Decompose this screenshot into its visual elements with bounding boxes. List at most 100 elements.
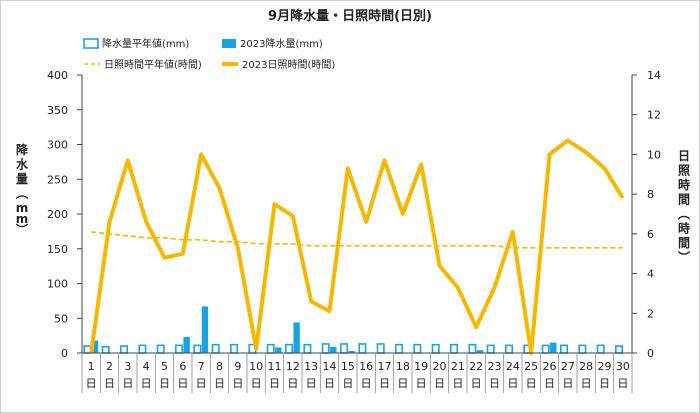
x-tick-label: 23 bbox=[488, 360, 502, 373]
x-tick-suffix: 日 bbox=[434, 377, 445, 390]
bar-normal-precip bbox=[211, 343, 220, 354]
bar-2023-precip bbox=[550, 342, 557, 353]
x-tick-suffix: 日 bbox=[581, 377, 592, 390]
lines bbox=[89, 138, 625, 355]
bar-normal-precip bbox=[340, 343, 349, 354]
y-right-label-char: 照 bbox=[678, 163, 690, 178]
y-left-tick-label: 100 bbox=[47, 278, 68, 291]
bar-normal-precip bbox=[431, 343, 440, 354]
y-right-tick-label: 6 bbox=[647, 228, 654, 241]
x-tick-suffix: 日 bbox=[507, 377, 518, 390]
bar-normal-precip bbox=[138, 344, 147, 354]
y-right-label-char: 日 bbox=[678, 149, 690, 163]
bar-2023-precip bbox=[348, 350, 355, 353]
bar-normal-precip bbox=[468, 343, 477, 354]
x-tick-label: 7 bbox=[198, 360, 205, 373]
legend-label-2023-precip: 2023降水量(mm) bbox=[240, 37, 323, 50]
y-right-label: 日照時間︵時間︶ bbox=[677, 149, 691, 265]
y-left-label-char: m bbox=[16, 212, 29, 226]
y-left-tick-label: 300 bbox=[47, 139, 68, 152]
y-left-label: 降水量︵mm︶ bbox=[15, 142, 29, 237]
bar-normal-precip bbox=[578, 344, 587, 354]
bar-normal-precip bbox=[486, 344, 495, 354]
x-tick-suffix: 日 bbox=[251, 377, 262, 390]
bar-normal-precip bbox=[596, 344, 605, 354]
legend-swatch-2023-precip bbox=[222, 39, 236, 48]
x-tick-label: 22 bbox=[469, 360, 483, 373]
bar-normal-precip bbox=[450, 343, 459, 354]
y-right-label-char: 間 bbox=[678, 236, 690, 250]
x-tick-label: 1 bbox=[88, 360, 95, 373]
x-tick-suffix: 日 bbox=[159, 377, 170, 390]
y-right-tick-label: 8 bbox=[647, 188, 654, 201]
x-tick-suffix: 日 bbox=[361, 377, 372, 390]
x-tick-label: 27 bbox=[561, 360, 575, 373]
bar-2023-precip bbox=[91, 340, 99, 353]
x-tick-suffix: 日 bbox=[196, 377, 207, 390]
x-tick-suffix: 日 bbox=[104, 377, 115, 390]
x-tick-suffix: 日 bbox=[342, 377, 353, 390]
bar-normal-precip bbox=[395, 343, 404, 354]
x-tick-suffix: 日 bbox=[452, 377, 463, 390]
bar-normal-precip bbox=[193, 344, 202, 354]
bar-2023-precip bbox=[476, 350, 484, 353]
bar-normal-precip bbox=[230, 343, 239, 354]
bar-normal-precip bbox=[303, 343, 312, 354]
x-tick-suffix: 日 bbox=[471, 377, 482, 390]
bars bbox=[83, 306, 624, 354]
legend-label-normal-precip: 降水量平年値(mm) bbox=[102, 37, 189, 50]
bar-normal-precip bbox=[156, 344, 165, 354]
bar-normal-precip bbox=[376, 343, 385, 354]
x-tick-label: 15 bbox=[341, 360, 355, 373]
y-left-tick-label: 250 bbox=[47, 173, 68, 186]
y-left-tick-label: 0 bbox=[61, 347, 68, 360]
bar-2023-precip bbox=[201, 306, 209, 353]
bar-normal-precip bbox=[175, 344, 184, 354]
y-right-tick-label: 14 bbox=[647, 69, 661, 82]
axes: 050100150200250300350400024681012141日2日3… bbox=[47, 69, 661, 393]
x-tick-label: 6 bbox=[179, 360, 186, 373]
x-tick-label: 20 bbox=[433, 360, 447, 373]
y-left-label-char: ︵ bbox=[15, 187, 29, 201]
y-left-tick-label: 350 bbox=[47, 104, 68, 117]
x-tick-label: 5 bbox=[161, 360, 168, 373]
x-tick-label: 29 bbox=[598, 360, 612, 373]
x-tick-suffix: 日 bbox=[617, 377, 628, 390]
bar-2023-precip bbox=[293, 322, 300, 353]
y-right-tick-label: 4 bbox=[647, 268, 654, 281]
x-tick-suffix: 日 bbox=[86, 377, 97, 390]
y-right-tick-label: 10 bbox=[647, 148, 661, 161]
x-tick-label: 19 bbox=[414, 360, 428, 373]
x-tick-label: 3 bbox=[124, 360, 131, 373]
bar-normal-precip bbox=[505, 344, 514, 354]
y-right-tick-label: 2 bbox=[647, 307, 654, 320]
y-right-label-char: 時 bbox=[678, 221, 690, 236]
x-tick-suffix: 日 bbox=[214, 377, 225, 390]
x-tick-label: 8 bbox=[216, 360, 223, 373]
y-left-label-char: m bbox=[16, 201, 29, 215]
legend-label-normal-sunshine: 日照時間平年値(時間) bbox=[104, 58, 202, 71]
bar-normal-precip bbox=[615, 345, 624, 354]
x-tick-label: 17 bbox=[378, 360, 392, 373]
x-tick-suffix: 日 bbox=[416, 377, 427, 390]
x-tick-label: 30 bbox=[616, 360, 630, 373]
x-tick-label: 2 bbox=[106, 360, 113, 373]
x-tick-label: 11 bbox=[268, 360, 282, 373]
bar-normal-precip bbox=[541, 344, 550, 354]
x-tick-suffix: 日 bbox=[306, 377, 317, 390]
x-tick-label: 10 bbox=[249, 360, 263, 373]
bar-normal-precip bbox=[560, 344, 569, 354]
line-2023-sunshine bbox=[89, 138, 625, 355]
y-left-tick-label: 200 bbox=[47, 208, 68, 221]
bar-normal-precip bbox=[413, 343, 422, 354]
x-tick-suffix: 日 bbox=[324, 377, 335, 390]
x-tick-label: 21 bbox=[451, 360, 465, 373]
legend-label-2023-sunshine: 2023日照時間(時間) bbox=[242, 59, 335, 71]
x-tick-suffix: 日 bbox=[287, 377, 298, 390]
y-left-label-char: 量 bbox=[16, 172, 28, 186]
line-normal-sunshine bbox=[91, 231, 623, 249]
x-tick-label: 18 bbox=[396, 360, 410, 373]
y-left-label-char: ︶ bbox=[15, 222, 29, 237]
bar-normal-precip bbox=[101, 345, 110, 354]
